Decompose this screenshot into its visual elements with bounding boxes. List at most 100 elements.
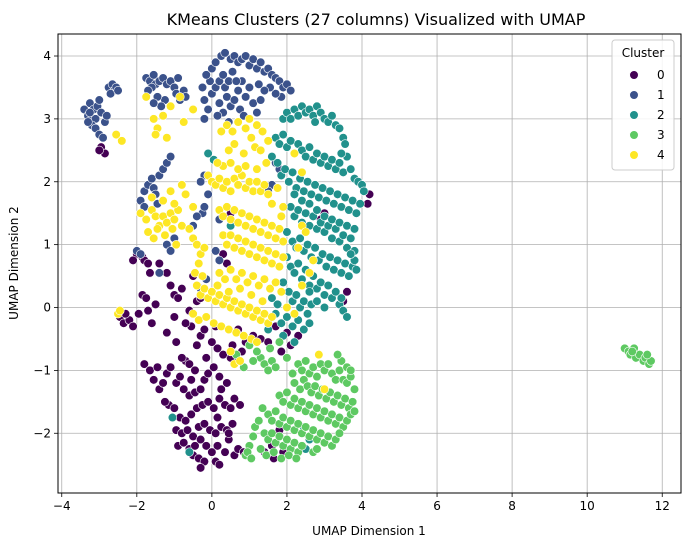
cluster-4-point <box>194 258 204 269</box>
cluster-4-point <box>254 280 264 291</box>
cluster-2-point <box>289 268 300 278</box>
cluster-0-point <box>211 428 221 438</box>
cluster-0-point <box>181 416 191 426</box>
cluster-4-point <box>141 214 151 225</box>
y-tick-label: 0 <box>43 301 51 315</box>
cluster-4-point <box>152 224 163 234</box>
cluster-4-point <box>274 224 285 234</box>
cluster-3-point <box>349 384 360 394</box>
cluster-1-point <box>113 85 123 96</box>
cluster-3-point <box>282 353 292 363</box>
cluster-4-point <box>276 287 286 297</box>
cluster-2-point <box>287 321 298 331</box>
cluster-2-point <box>346 164 356 174</box>
cluster-4-point <box>184 224 194 234</box>
cluster-1-point <box>212 111 223 121</box>
cluster-0-point <box>201 353 211 363</box>
cluster-4-point <box>150 130 161 140</box>
cluster-0-point <box>203 397 213 407</box>
cluster-1-point <box>199 202 209 212</box>
cluster-2-point <box>267 152 277 162</box>
cluster-4-point <box>227 126 238 137</box>
cluster-0-point <box>214 372 224 382</box>
cluster-2-point <box>351 208 361 218</box>
cluster-2-point <box>203 148 213 159</box>
cluster-1-point <box>233 85 243 96</box>
cluster-3-point <box>257 403 268 413</box>
cluster-4-point <box>235 356 245 366</box>
cluster-4-point <box>289 148 300 159</box>
cluster-4-point <box>179 117 189 127</box>
cluster-4-point <box>231 274 241 284</box>
cluster-0-point <box>184 359 194 369</box>
cluster-1-point <box>214 255 224 265</box>
cluster-0-point <box>186 409 196 420</box>
cluster-0-point <box>182 425 193 435</box>
cluster-2-point <box>289 189 300 199</box>
cluster-1-point <box>227 67 238 77</box>
cluster-4-point <box>271 277 281 287</box>
cluster-1-point <box>201 70 211 80</box>
cluster-1-point <box>254 79 264 89</box>
cluster-1-point <box>135 249 146 259</box>
cluster-4-point <box>216 126 226 137</box>
cluster-4-point <box>319 384 330 394</box>
legend-marker-1 <box>629 90 639 100</box>
y-tick-label: 3 <box>43 112 51 126</box>
cluster-4-point <box>175 92 185 102</box>
cluster-1-point <box>256 95 266 105</box>
cluster-4-point <box>246 133 256 143</box>
cluster-0-point <box>216 384 226 394</box>
cluster-0-point <box>152 362 163 372</box>
cluster-0-point <box>190 365 200 375</box>
cluster-0-point <box>212 441 223 451</box>
cluster-4-point <box>272 183 283 193</box>
cluster-4-point <box>165 186 176 196</box>
cluster-3-point <box>334 428 345 438</box>
cluster-4-point <box>220 274 230 284</box>
cluster-2-point <box>304 318 315 328</box>
cluster-2-point <box>302 309 313 319</box>
cluster-3-point <box>297 441 307 451</box>
cluster-0-point <box>212 412 223 423</box>
cluster-4-point <box>158 111 168 121</box>
cluster-0-point <box>226 403 236 413</box>
cluster-0-point <box>342 287 352 297</box>
cluster-1-point <box>271 89 281 99</box>
cluster-1-point <box>214 98 224 108</box>
cluster-4-point <box>224 287 234 297</box>
cluster-0-point <box>162 328 172 338</box>
cluster-3-point <box>301 356 311 366</box>
cluster-4-point <box>222 120 232 130</box>
legend-label-0: 0 <box>657 68 665 82</box>
cluster-3-point <box>265 343 275 353</box>
y-tick-label: 1 <box>43 238 51 252</box>
cluster-0-point <box>203 368 213 379</box>
cluster-3-point <box>248 431 258 442</box>
cluster-2-point <box>299 324 309 335</box>
cluster-2-point <box>310 243 320 253</box>
cluster-4-point <box>188 309 198 319</box>
cluster-2-point <box>336 148 346 159</box>
cluster-0-point <box>196 463 206 473</box>
cluster-4-point <box>267 312 277 322</box>
cluster-3-point <box>269 447 279 457</box>
cluster-2-point <box>331 287 341 297</box>
cluster-1-point <box>244 82 255 93</box>
cluster-2-point <box>267 293 277 303</box>
cluster-4-point <box>248 271 258 281</box>
cluster-2-point <box>351 265 361 275</box>
cluster-4-point <box>297 280 307 291</box>
cluster-2-point <box>272 158 283 168</box>
cluster-1-point <box>256 57 266 67</box>
cluster-4-point <box>278 236 288 247</box>
cluster-4-point <box>257 296 268 306</box>
cluster-4-point <box>169 214 179 225</box>
cluster-4-point <box>314 350 324 360</box>
cluster-4-point <box>282 302 292 313</box>
cluster-1-point <box>211 57 221 67</box>
cluster-4-point <box>237 268 247 278</box>
cluster-0-point <box>192 340 202 350</box>
cluster-4-point <box>226 186 236 196</box>
cluster-1-point <box>229 95 239 105</box>
